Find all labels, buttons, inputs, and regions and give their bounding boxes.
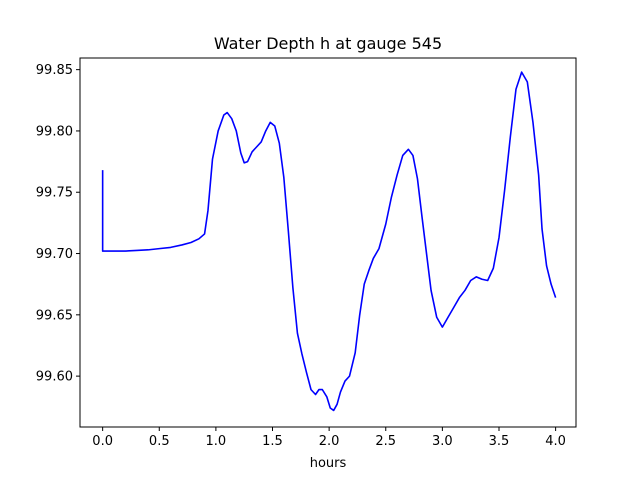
x-tick-label: 1.0: [206, 434, 227, 449]
x-axis-label: hours: [310, 456, 347, 471]
chart-title: Water Depth h at gauge 545: [214, 34, 442, 53]
x-tick-label: 1.5: [262, 434, 283, 449]
y-tick-label: 99.70: [36, 247, 73, 262]
x-tick-label: 0.0: [92, 434, 113, 449]
y-tick-label: 99.65: [36, 308, 73, 323]
x-tick-label: 2.5: [375, 434, 396, 449]
y-tick-label: 99.80: [36, 124, 73, 139]
y-axis-ticks: 99.60 99.65 99.70 99.75 99.80 99.85: [36, 63, 80, 385]
plot-area: [101, 71, 557, 412]
x-axis-ticks: 0.0 0.5 1.0 1.5 2.0 2.5 3.0 3.5 4.0: [92, 427, 566, 449]
y-tick-label: 99.75: [36, 186, 73, 201]
x-tick-label: 3.0: [432, 434, 453, 449]
x-tick-label: 4.0: [545, 434, 566, 449]
axes-frame: [79, 57, 577, 428]
series-line-0: [101, 71, 557, 412]
x-tick-label: 2.0: [319, 434, 340, 449]
y-tick-label: 99.60: [36, 370, 73, 385]
y-tick-label: 99.85: [36, 63, 73, 78]
x-tick-label: 3.5: [489, 434, 510, 449]
x-tick-label: 0.5: [149, 434, 170, 449]
